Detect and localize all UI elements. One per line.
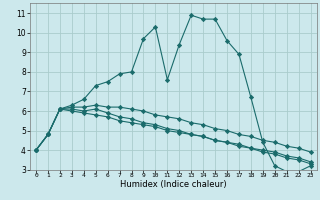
X-axis label: Humidex (Indice chaleur): Humidex (Indice chaleur) xyxy=(120,180,227,189)
